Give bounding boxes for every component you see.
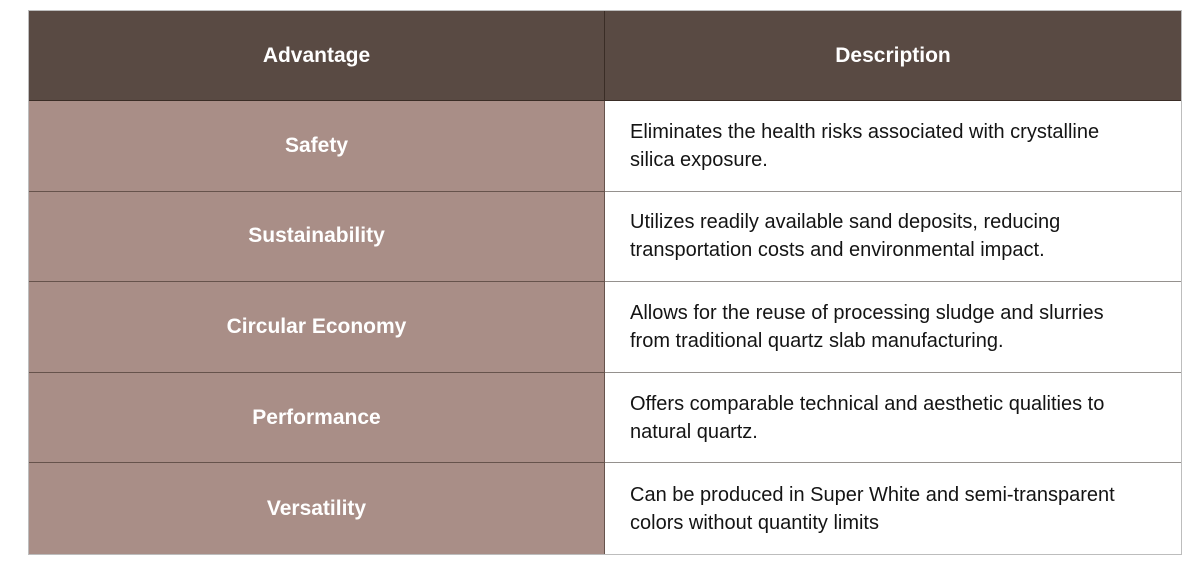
advantage-label: Versatility <box>266 496 367 520</box>
description-text: Offers comparable technical and aestheti… <box>630 392 1105 443</box>
advantage-label: Safety <box>284 133 349 157</box>
advantage-label: Sustainability <box>248 224 385 248</box>
description-cell-circular-economy: Allows for the reuse of processing sludg… <box>605 282 1181 373</box>
description-cell-versatility: Can be produced in Super White and semi-… <box>605 463 1181 554</box>
description-text: Allows for the reuse of processing sludg… <box>630 301 1104 352</box>
header-label-advantage: Advantage <box>262 43 371 67</box>
header-label-description: Description <box>835 43 951 67</box>
description-cell-performance: Offers comparable technical and aestheti… <box>605 372 1181 464</box>
advantages-table: Advantage Description Safety Eliminates … <box>28 10 1182 555</box>
description-cell-sustainability: Utilizes readily available sand deposits… <box>605 191 1181 283</box>
advantage-label: Performance <box>252 405 381 429</box>
description-text: Can be produced in Super White and semi-… <box>630 483 1115 534</box>
advantage-cell-performance: Performance <box>29 372 605 464</box>
description-cell-safety: Eliminates the health risks associated w… <box>605 101 1181 192</box>
advantage-cell-safety: Safety <box>29 101 605 192</box>
advantage-cell-versatility: Versatility <box>29 463 605 554</box>
advantage-cell-circular-economy: Circular Economy <box>29 282 605 373</box>
header-cell-advantage: Advantage <box>29 11 605 101</box>
advantage-label: Circular Economy <box>226 314 407 338</box>
description-text: Eliminates the health risks associated w… <box>630 120 1100 171</box>
advantage-cell-sustainability: Sustainability <box>29 191 605 283</box>
description-text: Utilizes readily available sand deposits… <box>630 211 1061 262</box>
header-cell-description: Description <box>605 11 1181 101</box>
